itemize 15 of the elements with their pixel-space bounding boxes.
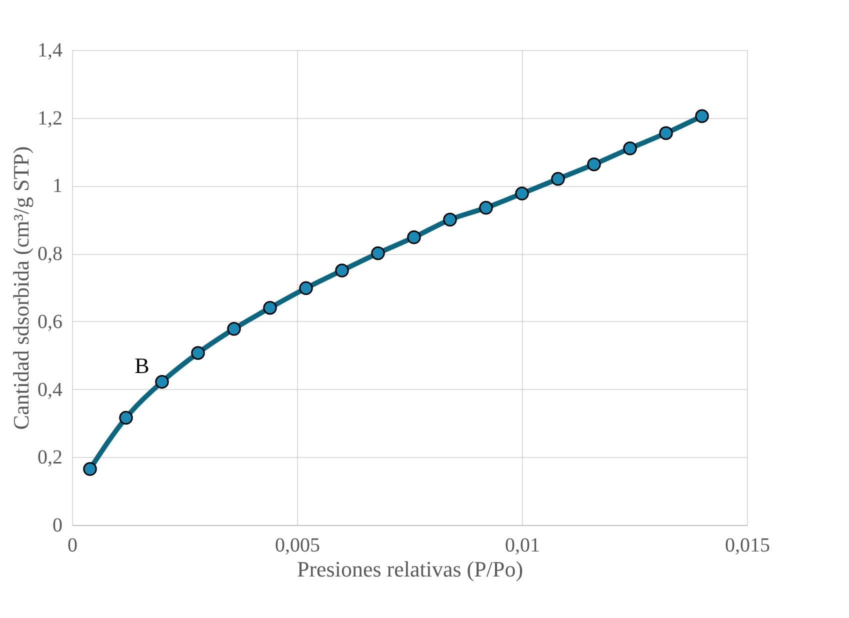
- y-tick-label: 0,4: [38, 378, 62, 401]
- y-tick-label: 0,2: [38, 446, 62, 469]
- y-tick-label: 0,6: [38, 310, 62, 333]
- y-axis-title: Cantidad sdsorbida (cm³/g STP): [8, 146, 34, 430]
- y-tick-label: 1,4: [38, 40, 62, 62]
- y-tick-label: 1,2: [38, 107, 62, 130]
- x-tick-label: 0,015: [725, 534, 770, 556]
- x-tick-label: 0,005: [275, 534, 320, 556]
- annotation: B: [134, 352, 150, 378]
- y-tick-label: 1: [52, 175, 62, 198]
- y-tick-label: 0: [52, 514, 62, 536]
- x-tick-label: 0,01: [505, 534, 540, 556]
- y-tick-label: 0,8: [38, 243, 62, 266]
- x-axis-title: Presiones relativas (P/Po): [296, 556, 524, 582]
- x-tick-label: 0: [68, 534, 78, 556]
